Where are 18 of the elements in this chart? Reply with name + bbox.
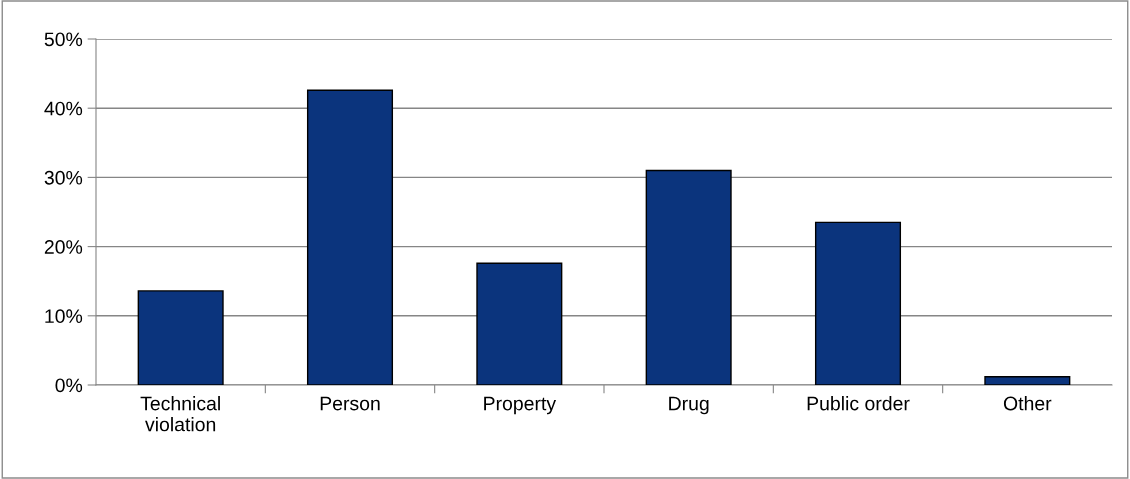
bar — [984, 376, 1071, 385]
bar — [137, 290, 224, 385]
y-tick-label: 30% — [44, 170, 83, 185]
x-tick-label: Technical violation — [140, 396, 220, 432]
y-tick-label: 40% — [44, 101, 83, 116]
y-tick-label: 20% — [44, 240, 83, 254]
y-tick-label: 50% — [44, 32, 83, 47]
x-tick-label: Other — [1003, 396, 1052, 411]
bar — [476, 262, 563, 385]
bar — [814, 221, 902, 385]
y-tick-label: 10% — [45, 309, 83, 324]
x-tick-label: Public order — [807, 396, 910, 411]
x-tick-label: Property — [484, 396, 557, 415]
y-tick-label: 0% — [55, 378, 83, 393]
bar — [306, 89, 394, 385]
x-tick-label: Person — [320, 396, 380, 411]
x-tick-label: Drug — [669, 396, 709, 415]
bar — [645, 169, 732, 385]
